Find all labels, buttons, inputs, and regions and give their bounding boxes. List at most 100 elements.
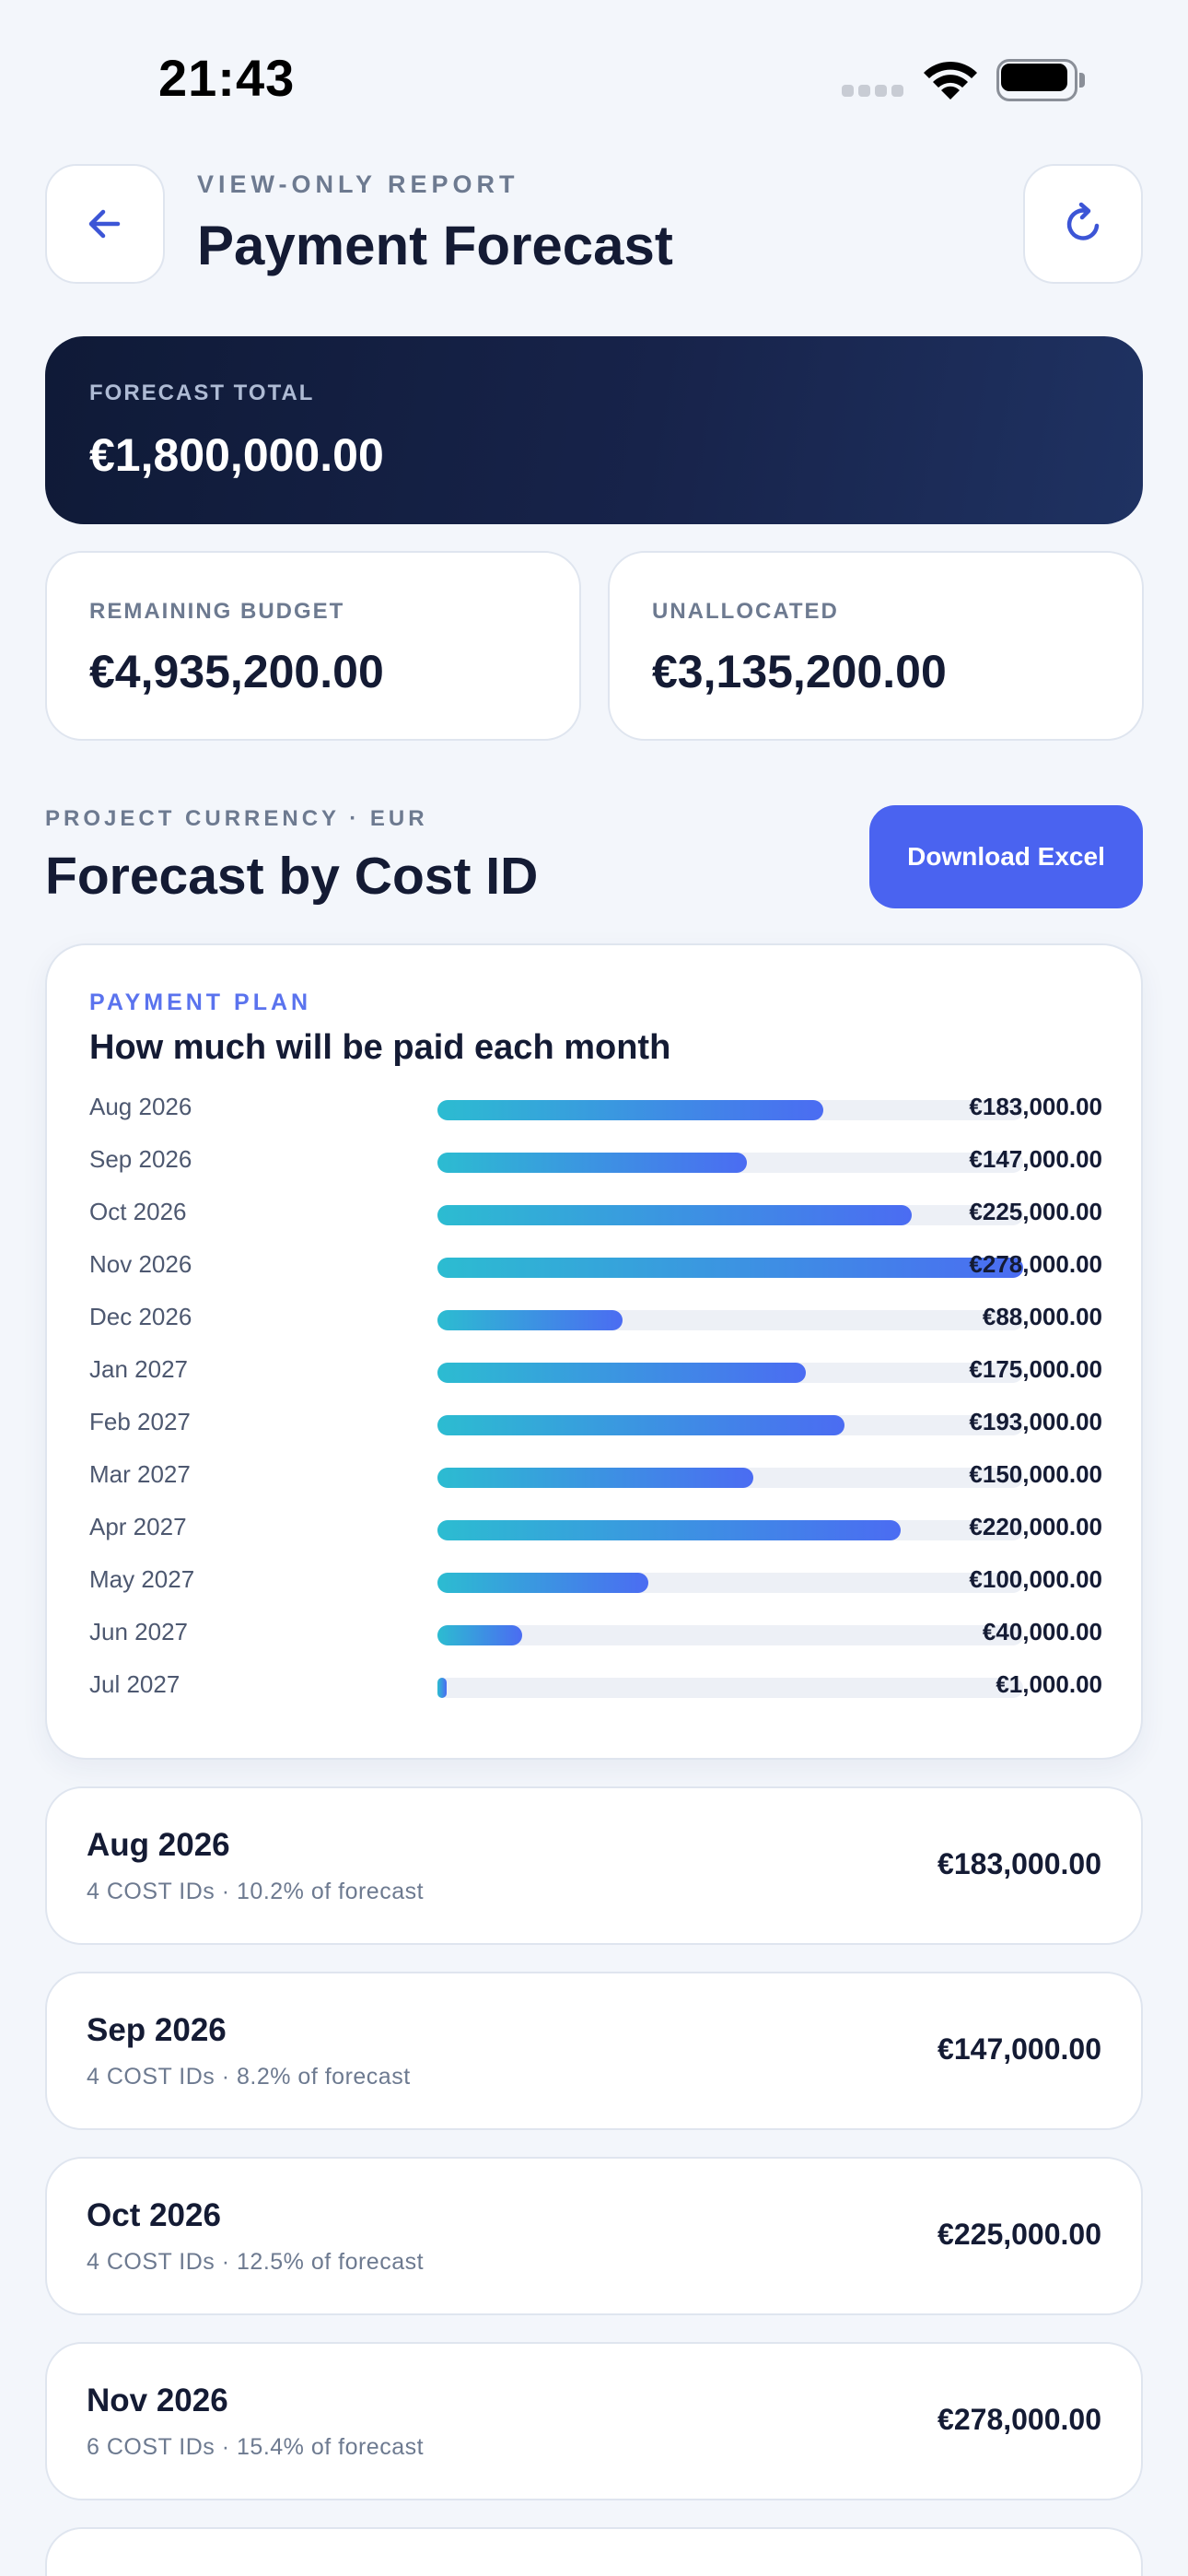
- payment-plan-chart-card: PAYMENT PLAN How much will be paid each …: [45, 943, 1143, 1760]
- bar-fill: [437, 1678, 447, 1698]
- bar-label: Jul 2027: [89, 1670, 181, 1698]
- forecast-total-label: FORECAST TOTAL: [89, 381, 315, 405]
- bar-row: Jun 2027 €40,000.00: [47, 1614, 1145, 1651]
- bar-label: Apr 2027: [89, 1513, 187, 1540]
- month-title: Oct 2026: [87, 2197, 221, 2233]
- status-time: 21:43: [158, 49, 296, 107]
- battery-icon: [996, 59, 1085, 101]
- bar-value-label: €100,000.00: [969, 1565, 1102, 1593]
- forecast-total-card: FORECAST TOTAL €1,800,000.00: [45, 336, 1143, 524]
- bar-fill: [437, 1573, 648, 1593]
- bar-track: [437, 1363, 1023, 1383]
- month-card[interactable]: Aug 2026 4 COST IDs · 10.2% of forecast €1…: [45, 1786, 1143, 1945]
- month-title: Sep 2026: [87, 2012, 227, 2048]
- page-title: Payment Forecast: [197, 215, 673, 276]
- bar-label: Jan 2027: [89, 1355, 188, 1383]
- month-title: Aug 2026: [87, 1827, 230, 1863]
- bar-value-label: €147,000.00: [969, 1145, 1102, 1173]
- bar-track: [437, 1415, 1023, 1435]
- bar-row: May 2027 €100,000.00: [47, 1562, 1145, 1598]
- bar-fill: [437, 1100, 823, 1120]
- bar-row: Dec 2026 €88,000.00: [47, 1299, 1145, 1336]
- month-amount: €183,000.00: [938, 1847, 1101, 1880]
- bar-track: [437, 1258, 1023, 1278]
- bar-label: Aug 2026: [89, 1093, 192, 1120]
- month-amount: €225,000.00: [938, 2218, 1101, 2251]
- month-cost-id-summary: 6 COST IDs · 15.4% of forecast: [87, 2434, 425, 2460]
- cellular-signal-icon: [842, 85, 904, 98]
- refresh-icon: [1066, 202, 1100, 240]
- bar-label: Jun 2027: [89, 1618, 188, 1645]
- month-title: Nov 2026: [87, 2383, 228, 2418]
- wifi-icon: [924, 61, 977, 100]
- bar-value-label: €220,000.00: [969, 1513, 1102, 1540]
- bar-value-label: €1,000.00: [996, 1670, 1102, 1698]
- bar-value-label: €278,000.00: [969, 1250, 1102, 1278]
- bar-row: Sep 2026 €147,000.00: [47, 1142, 1145, 1178]
- bar-track: [437, 1573, 1023, 1593]
- bar-row: Oct 2026 €225,000.00: [47, 1194, 1145, 1231]
- bar-track: [437, 1205, 1023, 1225]
- bar-track: [437, 1625, 1023, 1645]
- bar-value-label: €150,000.00: [969, 1460, 1102, 1488]
- bar-fill: [437, 1415, 844, 1435]
- bar-value-label: €225,000.00: [969, 1198, 1102, 1225]
- bar-fill: [437, 1258, 1023, 1278]
- month-cost-id-summary: 4 COST IDs · 10.2% of forecast: [87, 1879, 425, 1904]
- bar-row: Nov 2026 €278,000.00: [47, 1247, 1145, 1283]
- month-cost-id-summary: 4 COST IDs · 8.2% of forecast: [87, 2064, 411, 2090]
- section-title: Forecast by Cost ID: [45, 847, 539, 906]
- month-amount: €278,000.00: [938, 2403, 1101, 2436]
- bar-label: Sep 2026: [89, 1145, 192, 1173]
- month-card[interactable]: Oct 2026 4 COST IDs · 12.5% of forecast €2…: [45, 2157, 1143, 2315]
- unallocated-label: UNALLOCATED: [652, 599, 839, 624]
- bar-label: Oct 2026: [89, 1198, 187, 1225]
- bar-fill: [437, 1153, 748, 1173]
- bar-row: Jul 2027 €1,000.00: [47, 1667, 1145, 1704]
- bar-fill: [437, 1468, 754, 1488]
- back-button[interactable]: [45, 164, 165, 284]
- month-amount: €147,000.00: [938, 2032, 1101, 2066]
- month-card[interactable]: [45, 2527, 1143, 2576]
- bar-track: [437, 1100, 1023, 1120]
- bar-track: [437, 1468, 1023, 1488]
- remaining-budget-label: REMAINING BUDGET: [89, 599, 345, 624]
- bar-label: Dec 2026: [89, 1303, 192, 1330]
- bar-track: [437, 1153, 1023, 1173]
- bar-value-label: €193,000.00: [969, 1408, 1102, 1435]
- project-currency-label: PROJECT CURRENCY · EUR: [45, 806, 428, 831]
- report-mode-label: VIEW-ONLY REPORT: [197, 170, 519, 198]
- bar-track: [437, 1520, 1023, 1540]
- bar-track: [437, 1678, 1023, 1698]
- bar-value-label: €183,000.00: [969, 1093, 1102, 1120]
- remaining-budget-card: REMAINING BUDGET €4,935,200.00: [45, 551, 581, 741]
- bar-label: Feb 2027: [89, 1408, 191, 1435]
- bar-row: Apr 2027 €220,000.00: [47, 1509, 1145, 1546]
- unallocated-value: €3,135,200.00: [652, 646, 947, 697]
- bar-fill: [437, 1363, 807, 1383]
- bar-value-label: €88,000.00: [982, 1303, 1102, 1330]
- bar-track: [437, 1310, 1023, 1330]
- bar-label: May 2027: [89, 1565, 195, 1593]
- month-card[interactable]: Sep 2026 4 COST IDs · 8.2% of forecast €14…: [45, 1972, 1143, 2130]
- download-excel-button[interactable]: Download Excel: [869, 805, 1143, 908]
- chart-eyebrow: PAYMENT PLAN: [89, 989, 312, 1015]
- month-card[interactable]: Nov 2026 6 COST IDs · 15.4% of forecast €2…: [45, 2342, 1143, 2500]
- bar-value-label: €40,000.00: [982, 1618, 1102, 1645]
- bar-fill: [437, 1310, 623, 1330]
- remaining-budget-value: €4,935,200.00: [89, 646, 384, 697]
- unallocated-card: UNALLOCATED €3,135,200.00: [608, 551, 1144, 741]
- bar-fill: [437, 1520, 902, 1540]
- month-cost-id-summary: 4 COST IDs · 12.5% of forecast: [87, 2249, 425, 2275]
- status-bar: 21:43: [0, 0, 1188, 157]
- bar-label: Mar 2027: [89, 1460, 191, 1488]
- refresh-button[interactable]: [1023, 164, 1143, 284]
- bar-row: Aug 2026 €183,000.00: [47, 1089, 1145, 1126]
- chart-title: How much will be paid each month: [89, 1028, 671, 1067]
- bar-label: Nov 2026: [89, 1250, 192, 1278]
- bar-row: Feb 2027 €193,000.00: [47, 1404, 1145, 1441]
- bar-row: Mar 2027 €150,000.00: [47, 1457, 1145, 1493]
- bar-fill: [437, 1625, 522, 1645]
- bar-value-label: €175,000.00: [969, 1355, 1102, 1383]
